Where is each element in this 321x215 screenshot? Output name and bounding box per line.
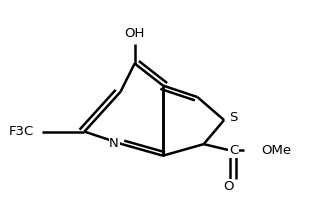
Text: OMe: OMe (262, 144, 292, 157)
Text: C: C (229, 144, 238, 157)
Text: S: S (229, 111, 237, 124)
Text: F3C: F3C (9, 125, 34, 138)
Text: O: O (223, 180, 234, 193)
Text: N: N (109, 137, 119, 150)
Text: OH: OH (125, 28, 145, 40)
